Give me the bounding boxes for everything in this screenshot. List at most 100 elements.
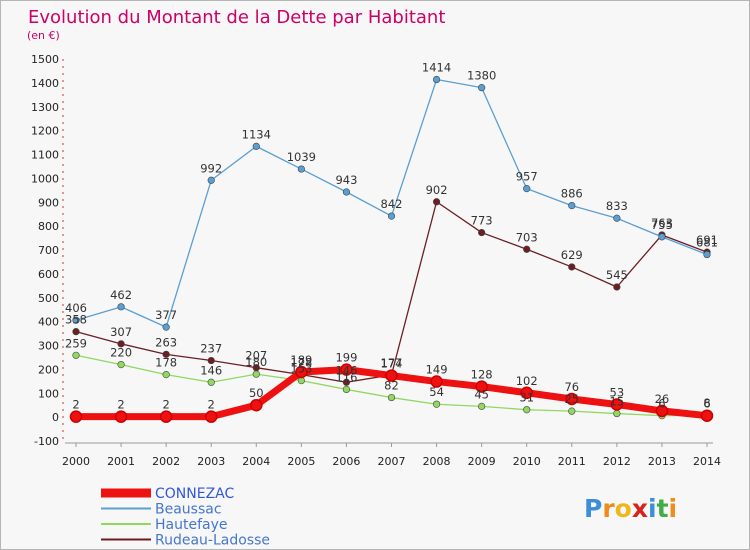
legend-label: Hautefaye [155,517,228,533]
x-tick-label: 2013 [648,455,676,468]
data-point [387,393,396,402]
data-point [342,378,351,386]
y-tick-label: 200 [38,363,59,376]
data-point [658,233,666,241]
data-point [159,410,173,423]
data-label: 174 [381,357,403,371]
data-point [478,228,486,237]
data-point [475,380,488,393]
y-tick-label: 300 [38,340,59,353]
data-label: 116 [335,370,357,384]
data-point [700,409,714,422]
data-label: 545 [606,268,628,282]
data-point [478,402,486,410]
data-label: 8 [703,396,710,410]
data-label: 1414 [422,61,451,75]
data-label: 45 [474,387,489,401]
x-tick-label: 2012 [603,455,631,468]
data-point [432,400,441,408]
data-label: 842 [381,197,403,211]
data-point [613,214,621,222]
data-label: 76 [564,380,579,394]
data-point [432,198,441,206]
x-tick-label: 2007 [378,455,406,468]
data-point [252,142,260,150]
data-point [72,351,80,359]
data-label: 146 [200,363,222,377]
x-tick-label: 2014 [693,455,721,468]
data-point [703,250,711,259]
data-label: 703 [516,230,538,244]
y-tick-label: 1200 [31,125,59,138]
proxiti-logo: Proxiti [584,494,677,523]
data-label: 691 [696,233,718,247]
data-point [162,371,170,379]
data-point [342,188,351,196]
data-point [520,386,533,400]
data-point [655,404,669,418]
data-label: 755 [651,218,673,232]
data-point [342,385,351,394]
data-label: 681 [696,236,718,250]
data-label: 943 [335,173,357,187]
y-tick-label: 1000 [31,172,59,185]
data-point [204,410,218,423]
data-point [207,176,215,184]
data-label: 149 [426,363,448,377]
data-label: 146 [335,363,357,377]
axes: -100 0 100 200 300 400 500 600 700 800 900 1000 1100… [31,53,721,468]
data-point [117,361,125,369]
y-tick-label: 1400 [31,77,59,90]
data-point [69,410,83,423]
data-label: 957 [516,170,538,184]
logo-letter: t [657,494,669,523]
data-point [385,369,398,382]
data-point [162,323,170,331]
data-label: 773 [471,214,493,228]
data-label: 992 [200,161,222,175]
data-label: 629 [561,248,583,262]
data-label: 31 [519,391,534,405]
data-point [523,406,531,414]
logo-letter: P [584,494,602,523]
chart-title: Evolution du Montant de la Dette par Hab… [28,7,445,28]
chart-subtitle: (en €) [27,29,60,42]
legend-label: Rudeau-Ladosse [155,533,270,549]
data-label: 178 [155,356,177,370]
data-point [523,245,531,253]
data-label: 2 [162,398,169,412]
data-label: 406 [65,301,87,315]
data-label: 2 [72,398,79,412]
y-tick-label: 1300 [31,101,59,114]
data-label: 180 [245,355,267,369]
data-label: 2 [208,398,215,412]
data-point [478,84,486,92]
data-label: 199 [335,351,357,365]
legend-label: Beaussac [155,502,222,518]
x-tick-label: 2000 [62,455,90,468]
data-point [207,356,215,365]
data-point [568,201,576,210]
data-label: 220 [110,346,132,360]
data-label: 263 [155,335,177,349]
logo-letter: x [632,494,648,523]
data-label: 53 [610,385,625,399]
data-label: 6 [703,397,710,411]
data-point [568,263,576,271]
logo-letter: o [615,494,632,523]
data-point [430,375,443,388]
data-label: 54 [429,385,444,399]
data-label: 462 [110,288,132,302]
data-point [252,370,260,378]
logo-letter: r [602,494,615,523]
data-point [72,316,80,324]
data-label: 377 [155,308,177,322]
data-label: 6 [658,397,665,411]
data-label: 178 [290,356,312,370]
data-label: 307 [110,325,132,339]
x-tick-label: 2002 [152,455,180,468]
data-point [565,392,579,406]
data-point [387,212,396,220]
